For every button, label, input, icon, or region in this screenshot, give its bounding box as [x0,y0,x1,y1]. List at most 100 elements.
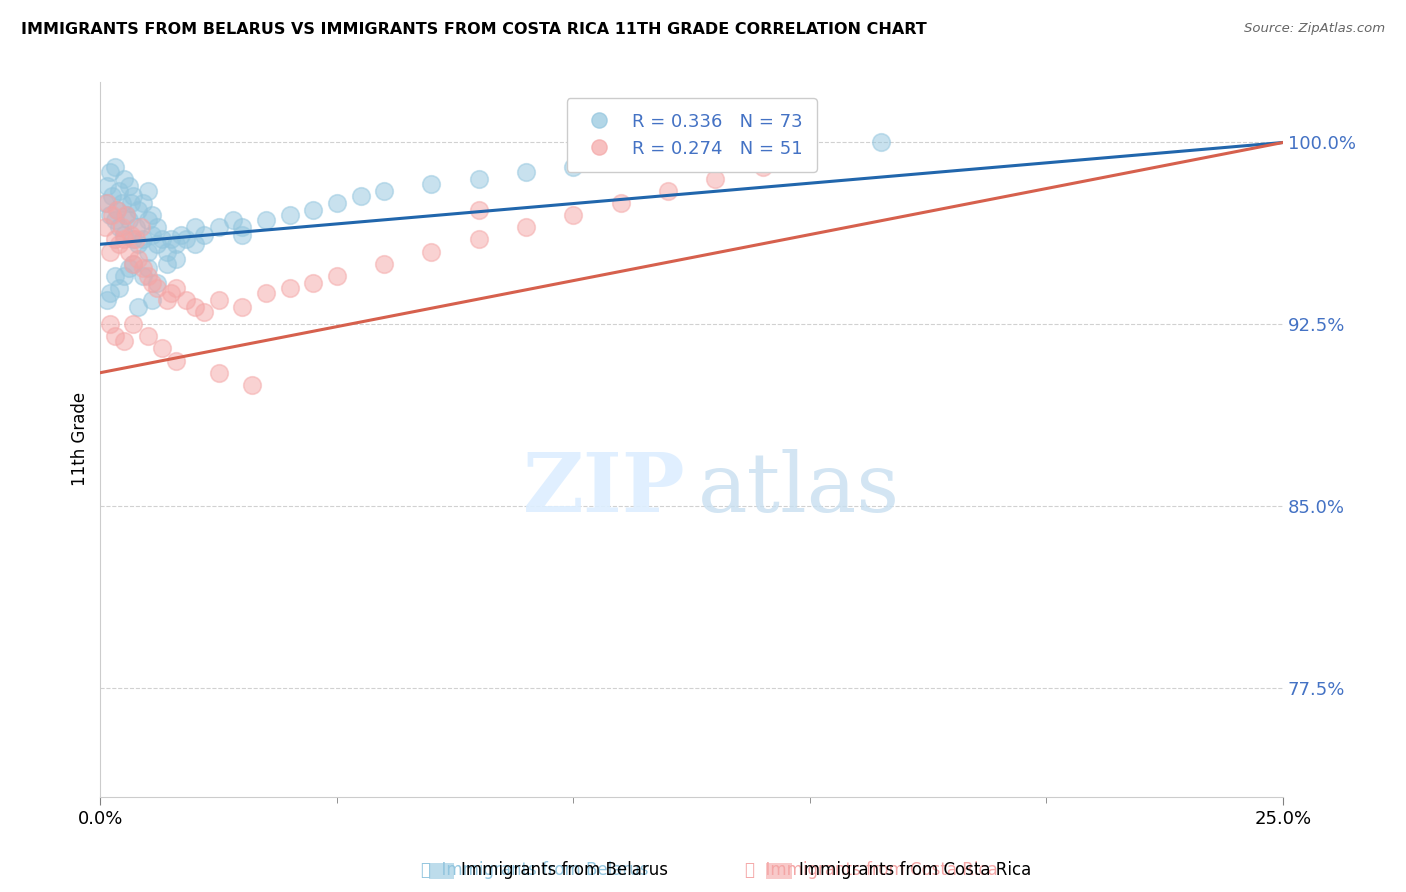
Point [231,220,253,235]
Point [302,203,325,218]
Point [132,232,155,246]
Point [96,293,118,307]
Point [136,329,159,343]
Point [193,227,215,242]
Text: Immigrants from Costa Rica: Immigrants from Costa Rica [799,861,1031,879]
Point [254,213,277,227]
Point [184,237,207,252]
Point [98,317,121,331]
Point [207,220,229,235]
Point [657,147,679,161]
Point [132,196,155,211]
Point [141,293,163,307]
Point [101,208,124,222]
Point [170,227,193,242]
Point [98,285,121,300]
Point [112,227,135,242]
Point [174,232,197,246]
Point [96,196,118,211]
Point [132,261,155,276]
Point [468,203,491,218]
Point [150,342,173,356]
Point [160,232,183,246]
Point [222,213,245,227]
Point [165,281,187,295]
Point [240,377,263,392]
Point [127,237,149,252]
Point [174,293,197,307]
Point [105,203,128,218]
Point [704,171,727,186]
Point [122,317,145,331]
Point [111,196,134,211]
Point [160,285,183,300]
Text: Source: ZipAtlas.com: Source: ZipAtlas.com [1244,22,1385,36]
Point [94,196,117,211]
Point [108,220,131,235]
Point [105,203,128,218]
Text: atlas: atlas [697,450,900,529]
Point [122,257,145,271]
Point [129,220,152,235]
Point [468,171,491,186]
Point [108,237,131,252]
Point [111,220,134,235]
Point [562,208,585,222]
Point [278,281,301,295]
Point [146,220,169,235]
Point [108,281,131,295]
Point [155,244,177,259]
Point [373,257,395,271]
Point [98,164,121,178]
Legend: R = 0.336   N = 73, R = 0.274   N = 51: R = 0.336 N = 73, R = 0.274 N = 51 [567,98,817,172]
Point [326,268,349,283]
Point [132,268,155,283]
Point [141,227,163,242]
Point [118,244,141,259]
Point [127,300,149,314]
Point [515,164,537,178]
Point [120,196,142,211]
Point [127,203,149,218]
Point [108,184,131,198]
Point [165,237,187,252]
Point [115,208,138,222]
Text: ⬜  Immigrants from Costa Rica: ⬜ Immigrants from Costa Rica [745,861,998,879]
Text: ⬜  Immigrants from Belarus: ⬜ Immigrants from Belarus [420,861,648,879]
Point [98,244,121,259]
Text: IMMIGRANTS FROM BELARUS VS IMMIGRANTS FROM COSTA RICA 11TH GRADE CORRELATION CHA: IMMIGRANTS FROM BELARUS VS IMMIGRANTS FR… [21,22,927,37]
Point [207,293,229,307]
Point [146,237,169,252]
Point [165,353,187,368]
Point [103,213,125,227]
Point [609,196,631,211]
Point [704,143,727,157]
Point [127,252,149,266]
Point [302,276,325,290]
Point [112,171,135,186]
Point [207,366,229,380]
Point [515,220,537,235]
Point [122,188,145,202]
Point [155,257,177,271]
Point [112,334,135,348]
Point [122,257,145,271]
Point [96,179,118,194]
Point [278,208,301,222]
Point [146,281,169,295]
Y-axis label: 11th Grade: 11th Grade [72,392,89,486]
Point [94,220,117,235]
Point [751,160,773,174]
Point [118,213,141,227]
Point [136,244,159,259]
Point [101,188,124,202]
Point [420,244,443,259]
Point [165,252,187,266]
Point [326,196,349,211]
Text: ZIP: ZIP [523,450,686,529]
Point [349,188,371,202]
Point [373,184,395,198]
Point [231,300,253,314]
Point [420,177,443,191]
Point [115,208,138,222]
